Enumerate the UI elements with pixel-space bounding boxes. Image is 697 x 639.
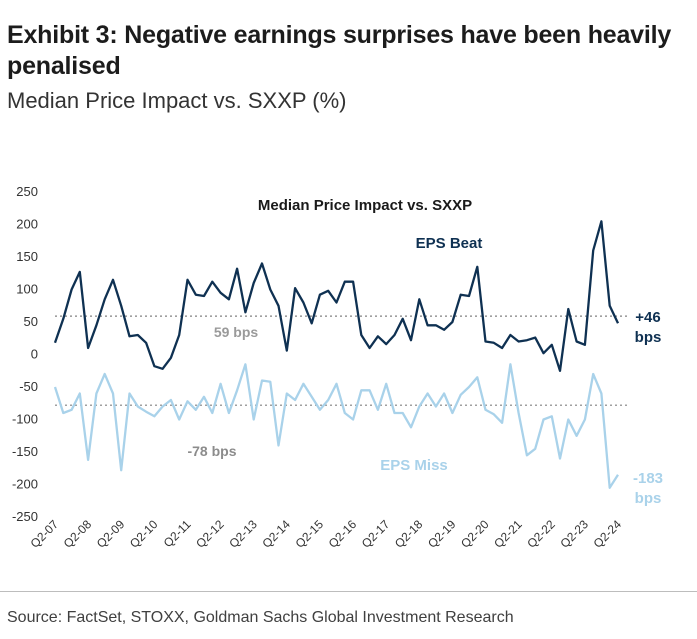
x-tick-label: Q2-16: [326, 517, 360, 551]
eps-beat-line: [53, 220, 620, 372]
series-name-label: EPS Beat: [416, 235, 483, 252]
series-end-label: -183: [633, 470, 663, 487]
reference-lines: 59 bps -78 bps: [55, 315, 630, 459]
series-layer: EPS Beat +46 bps EPS Miss -183 bps: [53, 220, 663, 507]
x-tick-label: Q2-14: [259, 517, 293, 551]
eps-miss-line: [53, 363, 619, 489]
y-tick-label: 200: [16, 217, 38, 232]
x-tick-label: Q2-12: [193, 517, 227, 551]
source-divider: [0, 591, 697, 592]
series-end-label: +46: [635, 309, 660, 326]
y-tick-label: -150: [12, 444, 38, 459]
y-tick-label: 0: [31, 347, 38, 362]
series-end-label: bps: [635, 490, 662, 507]
x-tick-label: Q2-18: [392, 517, 426, 551]
y-tick-label: -50: [19, 379, 38, 394]
y-tick-label: -200: [12, 477, 38, 492]
x-tick-label: Q2-17: [359, 517, 393, 551]
reference-label: 59 bps: [214, 324, 259, 340]
x-tick-label: Q2-19: [425, 517, 459, 551]
x-tick-label: Q2-20: [458, 517, 492, 551]
y-tick-label: -250: [12, 509, 38, 524]
x-axis: Q2-07 Q2-08 Q2-09 Q2-10 Q2-11 Q2-12 Q2-13 Q2-14…: [28, 517, 625, 551]
y-tick-label: 150: [16, 249, 38, 264]
x-tick-label: Q2-22: [524, 517, 558, 551]
chart-inner-title: Median Price Impact vs. SXXP: [258, 197, 472, 214]
series-end-label: bps: [635, 329, 662, 346]
x-tick-label: Q2-24: [591, 517, 625, 551]
y-tick-label: 250: [16, 184, 38, 199]
y-tick-label: -100: [12, 412, 38, 427]
chart-area: 250 200 150 100 50 0 -50 -100 -150 -200 -250 Q2-07…: [0, 170, 697, 590]
x-tick-label: Q2-09: [94, 517, 128, 551]
x-tick-label: Q2-11: [161, 517, 194, 550]
x-tick-label: Q2-21: [491, 517, 525, 551]
x-tick-label: Q2-13: [226, 517, 260, 551]
line-chart: 250 200 150 100 50 0 -50 -100 -150 -200 -250 Q2-07…: [12, 184, 663, 551]
x-tick-label: Q2-23: [558, 517, 592, 551]
x-tick-label: Q2-15: [293, 517, 327, 551]
reference-label: -78 bps: [187, 443, 236, 459]
y-axis: 250 200 150 100 50 0 -50 -100 -150 -200 -250: [12, 184, 38, 524]
exhibit-title: Exhibit 3: Negative earnings surprises h…: [7, 21, 672, 80]
y-tick-label: 100: [16, 282, 38, 297]
x-tick-label: Q2-08: [61, 517, 95, 551]
y-tick-label: 50: [24, 314, 38, 329]
x-tick-label: Q2-10: [127, 517, 161, 551]
source-note: Source: FactSet, STOXX, Goldman Sachs Gl…: [7, 609, 514, 626]
chart-subtitle: Median Price Impact vs. SXXP (%): [7, 88, 347, 113]
series-name-label: EPS Miss: [380, 457, 448, 474]
